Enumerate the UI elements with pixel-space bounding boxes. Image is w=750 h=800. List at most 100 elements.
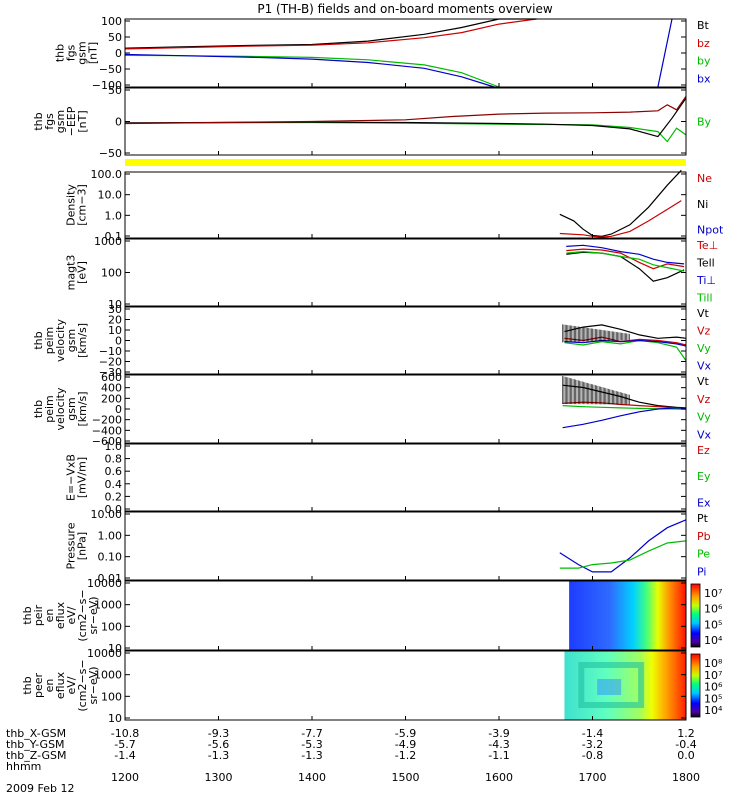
series-line-4 — [124, 53, 495, 88]
legend-entry: Vt — [697, 307, 710, 320]
y-tick-label: 0 — [115, 116, 122, 129]
colorbar-label: 10⁴ — [704, 634, 723, 647]
x-axis-row-value: -4.9 — [395, 738, 416, 751]
y-tick-label: 100 — [101, 267, 122, 280]
y-axis-label-line: peim — [43, 327, 56, 355]
panel-stack: 100500−50−100thbfgsgsm[nT]Btbzbybx500−50… — [21, 15, 724, 725]
y-axis-label-line: eflux — [54, 601, 67, 629]
y-tick-label: 1000 — [94, 235, 122, 248]
y-axis-label-line: gsm — [65, 329, 78, 352]
colorbar: 10⁷ 10⁶ 10⁵ 10⁴ — [690, 583, 723, 648]
x-axis-row-value: -1.3 — [208, 749, 229, 762]
legend-entry: Tell — [696, 256, 715, 269]
colorbar-label: 10⁴ — [704, 704, 723, 717]
y-axis-label-line: [cm−3] — [76, 184, 89, 226]
y-tick-label: 10 — [108, 324, 122, 337]
panel-4: 1000 100 10 magt3[eV] Te⊥ Tell Ti⊥ Till — [65, 235, 719, 311]
velocity-noise — [562, 324, 630, 343]
y-tick-label: 1000 — [94, 599, 122, 612]
x-axis-table: thb_X-GSM -10.8 -9.3 -7.7 -5.9 -3.9 -1.4 1.2 thb… — [6, 727, 700, 795]
panel-3: 100.0 10.0 1.0 0.1 Density[cm−3] Ne Ni Npot — [65, 168, 724, 243]
date-label: 2009 Feb 12 — [6, 782, 74, 795]
x-tick-label: 1800 — [672, 771, 700, 784]
x-axis-row-value: -1.1 — [488, 749, 509, 762]
x-axis-row-value: -4.3 — [488, 738, 509, 751]
y-tick-label: 0.8 — [105, 453, 123, 466]
panel-frame — [124, 374, 687, 444]
colorbar-label: 10⁷ — [704, 587, 722, 600]
y-tick-label: 0 — [115, 47, 122, 60]
y-tick-label: 200 — [101, 392, 122, 405]
x-axis-row-value: -5.3 — [301, 738, 322, 751]
x-axis-row-value: -3.2 — [582, 738, 603, 751]
y-axis-label-line: fgs — [43, 113, 56, 130]
panel-frame — [124, 87, 687, 156]
legend-entry: Vx — [697, 359, 712, 372]
y-tick-label: −50 — [99, 63, 122, 76]
legend-entry: Pb — [697, 530, 711, 543]
y-tick-label: −30 — [99, 366, 122, 379]
panel-frame — [124, 18, 687, 88]
y-tick-label: 10 — [108, 642, 122, 655]
legend-entry: Ni — [697, 198, 708, 211]
series-line-2 — [124, 97, 687, 138]
x-axis-row-value: -5.7 — [114, 738, 135, 751]
y-tick-label: −10 — [99, 345, 122, 358]
y-tick-label: 1000 — [94, 669, 122, 682]
y-axis-label-line: [km/s] — [76, 391, 89, 426]
panel-8: 10.00 1.00 0.10 0.01 Pressure[nPa] Pt Pb Pe Pi — [65, 508, 711, 585]
y-tick-label: 10 — [108, 712, 122, 725]
y-tick-label: 1.0 — [105, 440, 123, 453]
legend-entry: Vy — [697, 411, 711, 424]
x-axis-row-value: 0.0 — [677, 749, 695, 762]
y-axis-label-line: thb — [21, 606, 34, 624]
y-axis-label-line: thb — [54, 44, 67, 62]
series-line-3 — [566, 244, 685, 265]
y-axis-label-line: thb — [32, 331, 45, 349]
x-axis-row-value: -3.9 — [488, 727, 509, 740]
y-axis-label-line: gsm — [76, 41, 89, 64]
y-tick-label: 10000 — [87, 647, 122, 660]
y-tick-label: −20 — [99, 356, 122, 369]
series-line-2 — [559, 540, 687, 569]
y-tick-label: 0.0 — [105, 503, 123, 516]
y-axis-label-line: peir — [32, 604, 45, 626]
y-axis-label-line: (cm2−s− — [76, 659, 89, 711]
y-tick-label: 20 — [108, 314, 122, 327]
y-axis-label-line: velocity — [54, 387, 67, 430]
y-tick-label: 0.1 — [105, 230, 123, 243]
x-axis-row-value: -0.8 — [582, 749, 603, 762]
y-axis-label: magt3[eV] — [65, 255, 89, 291]
y-axis-label-line: Density — [65, 184, 78, 226]
colorbar-scale — [690, 583, 701, 648]
colorbar-label: 10⁶ — [704, 681, 723, 694]
y-axis-label-line: (cm2−s− — [76, 589, 89, 641]
x-axis-row-label: thb_Z-GSM — [6, 749, 66, 762]
y-tick-label: −50 — [99, 147, 122, 160]
panel-6: 6004002000−200−400−600thbpeimvelocitygsm… — [32, 371, 712, 448]
y-tick-label: 50 — [108, 84, 122, 97]
x-axis-row-value: -1.2 — [395, 749, 416, 762]
y-tick-label: 0.2 — [105, 490, 123, 503]
y-axis-label-line: eflux — [54, 671, 67, 699]
y-axis-label-line: [nT] — [76, 110, 89, 132]
y-tick-label: 30 — [108, 303, 122, 316]
y-tick-label: 100 — [101, 15, 122, 28]
x-axis-row-label: hhmm — [6, 760, 41, 773]
series-line-1 — [124, 18, 537, 49]
y-axis-label: Pressure[nPa] — [65, 522, 89, 569]
x-axis-row-label: thb_X-GSM — [6, 727, 66, 740]
y-tick-label: 10.0 — [98, 189, 123, 202]
colorbar-label: 10⁵ — [704, 692, 722, 705]
y-axis-label-line: Pressure — [65, 522, 78, 569]
legend-entry: Till — [696, 291, 713, 304]
y-axis-label-line: −EEP — [65, 106, 78, 136]
legend-entry: Vx — [697, 428, 712, 441]
y-axis-label-line: [km/s] — [76, 323, 89, 358]
x-axis-row-value: -5.9 — [395, 727, 416, 740]
panel-frame — [124, 238, 687, 307]
y-axis-label-line: fgs — [65, 44, 78, 61]
y-tick-label: 100.0 — [91, 168, 123, 181]
